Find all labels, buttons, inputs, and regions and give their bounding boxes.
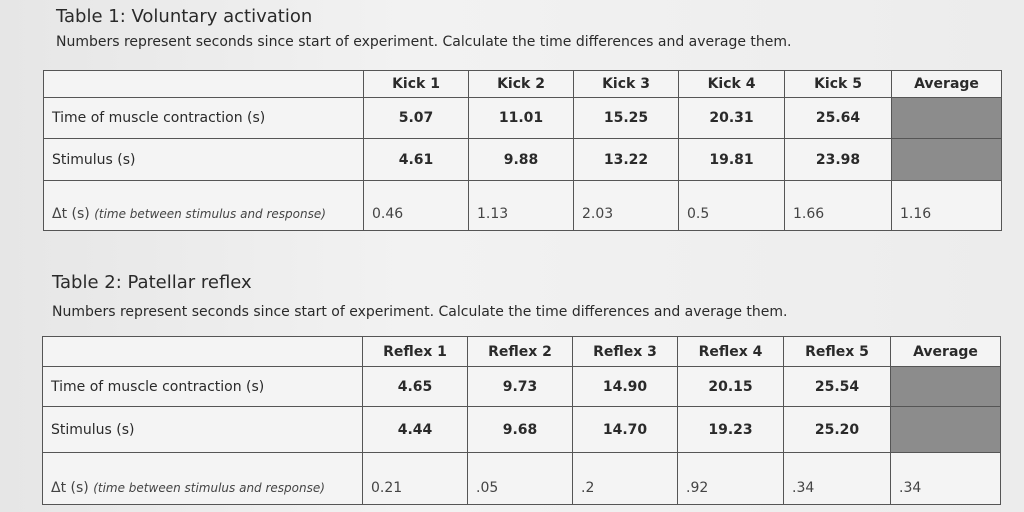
label-text: Δt (s) bbox=[52, 206, 90, 222]
label-text: Time of muscle contraction (s) bbox=[52, 110, 266, 126]
table-row: Δt (s) (time between stimulus and respon… bbox=[43, 180, 1002, 231]
table-row: Time of muscle contraction (s) 4.65 9.73 14… bbox=[42, 366, 1001, 407]
header-row: Reflex 1 Reflex 2 Reflex 3 Reflex 4 Reflex 5… bbox=[42, 336, 1001, 367]
table-row: Time of muscle contraction (s) 5.07 11.01 1… bbox=[43, 97, 1002, 139]
column-header: Reflex 3 bbox=[572, 336, 678, 367]
empty-cell bbox=[890, 406, 1001, 453]
empty-cell bbox=[891, 138, 1002, 181]
cell: 0.46 bbox=[363, 180, 469, 231]
corner-cell bbox=[42, 336, 363, 367]
cell: 14.90 bbox=[572, 366, 678, 407]
cell: .34 bbox=[783, 452, 891, 505]
column-header: Average bbox=[891, 70, 1002, 98]
cell: 23.98 bbox=[784, 138, 892, 181]
row-label: Stimulus (s) bbox=[42, 406, 363, 453]
table-subtitle: Numbers represent seconds since start of… bbox=[56, 34, 792, 50]
cell: 0.21 bbox=[362, 452, 468, 505]
cell: .92 bbox=[677, 452, 784, 505]
cell: 9.73 bbox=[467, 366, 573, 407]
empty-cell bbox=[891, 97, 1002, 139]
column-header: Reflex 4 bbox=[677, 336, 784, 367]
cell: 20.15 bbox=[677, 366, 784, 407]
label-text: Time of muscle contraction (s) bbox=[51, 378, 265, 395]
corner-cell bbox=[43, 70, 364, 98]
table-title: Table 2: Patellar reflex bbox=[52, 272, 252, 293]
table-row: Δt (s) (time between stimulus and respon… bbox=[42, 452, 1001, 505]
row-label: Δt (s) (time between stimulus and respon… bbox=[42, 452, 363, 505]
header-row: Kick 1 Kick 2 Kick 3 Kick 4 Kick 5 Average bbox=[43, 70, 1002, 98]
column-header: Kick 3 bbox=[573, 70, 679, 98]
cell: 9.68 bbox=[467, 406, 573, 453]
table-row: Stimulus (s) 4.61 9.88 13.22 19.81 23.98 bbox=[43, 138, 1002, 181]
cell: 4.61 bbox=[363, 138, 469, 181]
cell: 1.13 bbox=[468, 180, 574, 231]
cell: 25.54 bbox=[783, 366, 891, 407]
cell: 11.01 bbox=[468, 97, 574, 139]
row-label: Time of muscle contraction (s) bbox=[42, 366, 363, 407]
column-header: Reflex 1 bbox=[362, 336, 468, 367]
cell: 4.44 bbox=[362, 406, 468, 453]
cell: 2.03 bbox=[573, 180, 679, 231]
cell: 4.65 bbox=[362, 366, 468, 407]
label-text: Stimulus (s) bbox=[52, 151, 136, 168]
cell: 25.64 bbox=[784, 97, 892, 139]
cell: 15.25 bbox=[573, 97, 679, 139]
column-header: Reflex 2 bbox=[467, 336, 573, 367]
data-table: Reflex 1 Reflex 2 Reflex 3 Reflex 4 Reflex 5… bbox=[42, 336, 1001, 505]
cell: .05 bbox=[467, 452, 573, 505]
column-header: Kick 2 bbox=[468, 70, 574, 98]
cell: 1.66 bbox=[784, 180, 892, 231]
cell: 5.07 bbox=[363, 97, 469, 139]
row-label: Δt (s) (time between stimulus and respon… bbox=[43, 180, 364, 231]
column-header: Kick 4 bbox=[678, 70, 785, 98]
cell: .34 bbox=[890, 452, 1001, 505]
row-label: Stimulus (s) bbox=[43, 138, 364, 181]
label-text: Δt (s) bbox=[51, 480, 89, 496]
cell: 20.31 bbox=[678, 97, 785, 139]
table-title: Table 1: Voluntary activation bbox=[56, 6, 313, 27]
data-table: Kick 1 Kick 2 Kick 3 Kick 4 Kick 5 Average Tim… bbox=[43, 70, 1002, 231]
column-header: Average bbox=[890, 336, 1001, 367]
column-header: Kick 5 bbox=[784, 70, 892, 98]
cell: .2 bbox=[572, 452, 678, 505]
cell: 1.16 bbox=[891, 180, 1002, 231]
cell: 19.23 bbox=[677, 406, 784, 453]
label-note: (time between stimulus and response) bbox=[93, 481, 325, 495]
cell: 13.22 bbox=[573, 138, 679, 181]
cell: 0.5 bbox=[678, 180, 785, 231]
table-subtitle: Numbers represent seconds since start of… bbox=[52, 304, 788, 320]
table-row: Stimulus (s) 4.44 9.68 14.70 19.23 25.20 bbox=[42, 406, 1001, 453]
cell: 14.70 bbox=[572, 406, 678, 453]
cell: 19.81 bbox=[678, 138, 785, 181]
row-label: Time of muscle contraction (s) bbox=[43, 97, 364, 139]
cell: 9.88 bbox=[468, 138, 574, 181]
label-text: Stimulus (s) bbox=[51, 421, 135, 438]
column-header: Kick 1 bbox=[363, 70, 469, 98]
empty-cell bbox=[890, 366, 1001, 407]
column-header: Reflex 5 bbox=[783, 336, 891, 367]
cell: 25.20 bbox=[783, 406, 891, 453]
label-note: (time between stimulus and response) bbox=[94, 207, 326, 221]
